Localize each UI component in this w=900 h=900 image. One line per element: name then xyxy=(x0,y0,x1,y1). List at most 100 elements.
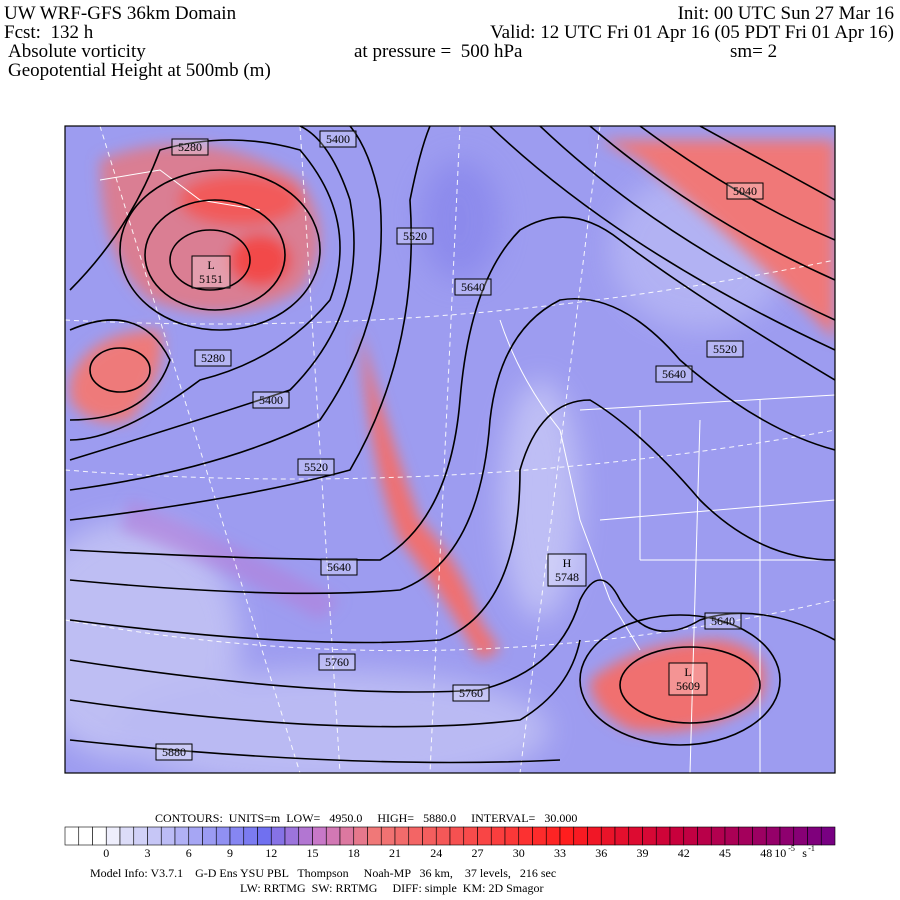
colorbar-box xyxy=(655,826,671,846)
pressure-level: at pressure = 500 hPa xyxy=(354,41,523,62)
contour-label-box xyxy=(155,743,193,761)
center-box xyxy=(668,662,708,696)
colorbar-box xyxy=(367,826,382,846)
contour-label: 5640 xyxy=(327,560,351,574)
colorbar-box xyxy=(559,826,575,846)
colorbar-box xyxy=(532,826,547,846)
colorbar-box xyxy=(105,826,121,846)
colorbar-box xyxy=(518,826,533,846)
center-value: 5748 xyxy=(555,570,579,584)
colorbar-box xyxy=(312,826,327,846)
center-box xyxy=(191,255,231,289)
colorbar-box xyxy=(463,826,478,846)
colorbar-box xyxy=(587,826,602,846)
colorbar-box xyxy=(738,826,753,846)
colorbar-box xyxy=(793,826,808,846)
colorbar-box xyxy=(642,826,657,846)
colorbar-tick-label: 18 xyxy=(348,846,360,860)
contour-label-box xyxy=(252,391,290,409)
colorbar-box xyxy=(669,826,685,846)
contour-label: 5520 xyxy=(403,229,427,243)
colorbar-box xyxy=(202,826,217,846)
colorbar-tick-label: 0 xyxy=(103,846,109,860)
physics-info: LW: RRTMG SW: RRTMG DIFF: simple KM: 2D … xyxy=(240,881,543,895)
center-value: 5609 xyxy=(676,679,700,693)
colorbar-tick-label: 6 xyxy=(186,846,192,860)
contour-labels: 5280 5400 5520 5640 5040 5520 5640 5280 5400 5520… xyxy=(155,130,764,761)
contour-label: 5520 xyxy=(304,460,328,474)
contour-label-box xyxy=(320,558,358,576)
colorbar-box xyxy=(628,826,643,846)
colorbar-box xyxy=(188,826,203,846)
contour-label: 5520 xyxy=(713,342,737,356)
colorbar-box xyxy=(298,826,313,846)
contour-label: 5040 xyxy=(733,184,757,198)
colorbar-box xyxy=(807,826,822,846)
map-field xyxy=(65,126,835,773)
contour-label-box xyxy=(194,349,232,367)
contour-label: 5640 xyxy=(711,614,735,628)
colorbar-box xyxy=(422,826,437,846)
colorbar-box xyxy=(710,826,726,846)
contour-label: 5880 xyxy=(162,745,186,759)
colorbar-box xyxy=(257,826,272,846)
center-type: H xyxy=(563,556,572,570)
colorbar-box xyxy=(133,826,148,846)
contour-label-box xyxy=(396,227,434,245)
colorbar-unit: s xyxy=(802,846,807,860)
colorbar-box xyxy=(683,826,698,846)
colorbar-tick-label: 27 xyxy=(472,846,484,860)
model-info: Model Info: V3.7.1 G-D Ens YSU PBL Thomp… xyxy=(90,866,556,880)
colorbar-box xyxy=(600,826,616,846)
colorbar-box xyxy=(380,826,396,846)
colorbar-tick-label: 3 xyxy=(145,846,151,860)
colorbar-box xyxy=(119,826,135,846)
contour-label-box xyxy=(171,138,209,156)
contour-label: 5280 xyxy=(178,140,202,154)
colorbar-tick-label: 15 xyxy=(307,846,319,860)
colorbar-scale-exp: -5 xyxy=(788,844,795,853)
colorbar-box xyxy=(765,826,781,846)
colorbar-box xyxy=(394,826,410,846)
colorbar-tick-label: 48 xyxy=(760,846,772,860)
smoothing: sm= 2 xyxy=(730,41,777,62)
contour-label-box xyxy=(454,278,492,296)
map-frame xyxy=(64,125,836,774)
contour-label: 5400 xyxy=(326,132,350,146)
colorbar-box xyxy=(752,826,767,846)
colorbar-tick-label: 12 xyxy=(265,846,277,860)
colorbar-tick-label: 30 xyxy=(513,846,525,860)
colorbar-box xyxy=(614,826,630,846)
colorbar-box xyxy=(449,826,465,846)
center-type: L xyxy=(207,258,214,272)
colorbar-box xyxy=(243,826,258,846)
colorbar-box xyxy=(435,826,451,846)
contour-label-box xyxy=(704,612,742,630)
field-name: Absolute vorticity xyxy=(8,41,146,62)
colorbar-unit-exp: -1 xyxy=(808,844,815,853)
colorbar-tick-label: 21 xyxy=(389,846,401,860)
forecast-hour: Fcst: 132 h xyxy=(4,22,94,43)
contour-label-box xyxy=(726,182,764,200)
center-type: L xyxy=(684,665,691,679)
colorbar-box xyxy=(64,826,80,846)
colorbar-box xyxy=(229,826,245,846)
colorbar-box xyxy=(490,826,506,846)
contour-label: 5640 xyxy=(662,367,686,381)
contour-label-box xyxy=(318,653,356,671)
colorbar-box xyxy=(779,826,795,846)
colorbar-box xyxy=(408,826,423,846)
contour-label-box xyxy=(297,458,335,476)
contour-field: Geopotential Height at 500mb (m) xyxy=(8,60,271,81)
colorbar-box xyxy=(820,826,836,846)
colorbar-tick-label: 24 xyxy=(430,846,442,860)
contour-label: 5640 xyxy=(461,280,485,294)
contour-label-box xyxy=(319,130,357,148)
colorbar-tick-label: 39 xyxy=(637,846,649,860)
contour-label-box xyxy=(706,340,744,358)
colorbar: 0 3 6 9 12 15 18 21 24 27 30 33 36 39 42 45 48 10 -5 s -1 xyxy=(64,826,836,860)
contour-label: 5760 xyxy=(459,686,483,700)
colorbar-box xyxy=(545,826,561,846)
